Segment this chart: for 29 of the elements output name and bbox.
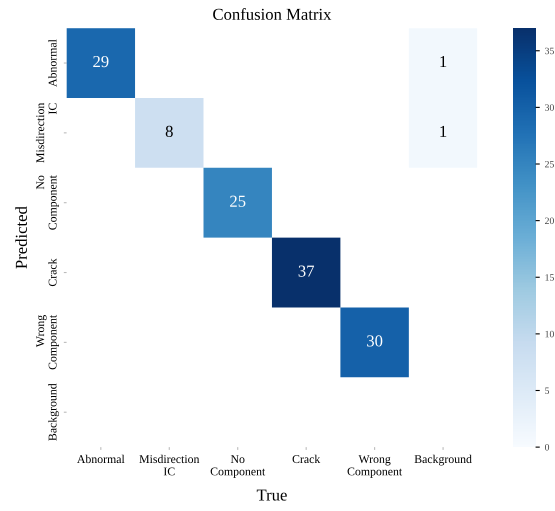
color-bar-label: 25 — [545, 160, 554, 168]
y-tick-label: Crack — [48, 258, 57, 286]
color-bar-label: 30 — [545, 104, 554, 111]
y-tick-label: Wrong Component — [36, 314, 59, 370]
data-label: 29 — [93, 56, 108, 68]
data-label: 25 — [230, 196, 246, 207]
x-tick-label: Background — [414, 454, 472, 466]
x-tick-label: Crack — [292, 454, 320, 464]
color-bar-label: 0 — [544, 444, 550, 451]
color-bar-label: 10 — [545, 330, 554, 338]
x-tick-label: No Component — [210, 455, 266, 478]
data-label: 8 — [166, 126, 173, 138]
data-label: 37 — [298, 266, 314, 277]
color-bar-label: 5 — [545, 388, 550, 394]
y-tick-label: Misdirection IC — [36, 102, 57, 163]
y-axis-title: Predicted — [15, 206, 27, 269]
data-label: 1 — [440, 126, 446, 137]
x-tick-label: Abnormal — [77, 454, 125, 464]
x-axis-title: True — [256, 490, 287, 501]
chart-title: Confusion Matrix — [213, 8, 332, 20]
color-bar-label: 35 — [545, 48, 554, 54]
data-label: 1 — [440, 56, 446, 68]
color-bar-label: 20 — [545, 218, 554, 224]
data-label: 30 — [367, 335, 382, 347]
color-bar-label: 15 — [545, 274, 554, 281]
x-tick-label: Wrong Component — [348, 455, 402, 478]
y-tick-label: No Component — [36, 175, 59, 230]
x-tick-label: Misdirection IC — [139, 454, 200, 476]
y-tick-label: Abnormal — [48, 39, 57, 87]
